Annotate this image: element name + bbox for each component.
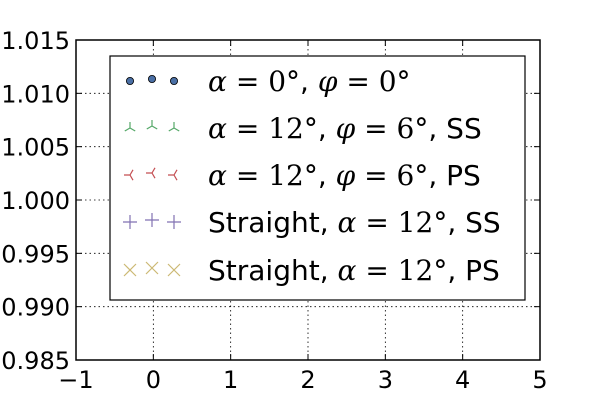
marker-plus <box>167 215 181 229</box>
legend-label: Straight, α = 12°, PS <box>208 254 500 287</box>
x-tick-label: 1 <box>223 366 238 394</box>
legend-entry: α = 0°, φ = 0° <box>126 65 411 98</box>
y-tick-label: 0.985 <box>1 347 70 375</box>
legend: α = 0°, φ = 0° α = 12°, φ = 6°, SS α = 12°… <box>109 55 526 301</box>
y-tick-label: 1.005 <box>1 134 70 162</box>
y-tick-label: 1.015 <box>1 27 70 55</box>
marker-circle <box>126 77 135 86</box>
x-tick-labels: −1 0 1 2 3 4 5 <box>58 366 547 394</box>
x-tick-label: 5 <box>532 366 547 394</box>
marker-tri-right <box>168 169 178 181</box>
x-tick-label: 3 <box>378 366 393 394</box>
x-tick-label: 0 <box>146 366 161 394</box>
legend-box <box>109 55 526 301</box>
y-tick-label: 1.010 <box>1 80 70 108</box>
marker-tri-right <box>124 169 134 181</box>
marker-tri-down <box>168 122 180 132</box>
marker-plus <box>145 213 159 227</box>
legend-entry: Straight, α = 12°, SS <box>123 206 501 239</box>
marker-circle <box>169 77 178 86</box>
legend-entry: Straight, α = 12°, PS <box>123 254 500 287</box>
legend-label: α = 0°, φ = 0° <box>208 65 411 98</box>
plot-frame <box>75 39 541 361</box>
marker-tri-down <box>124 122 136 132</box>
legend-label: Straight, α = 12°, SS <box>208 206 501 239</box>
marker-tri-down <box>146 120 158 130</box>
marker-plus <box>123 215 137 229</box>
marker-x <box>123 263 137 277</box>
x-tick-label: −1 <box>58 366 93 394</box>
marker-x <box>145 261 159 275</box>
legend-entry: α = 12°, φ = 6°, PS <box>124 159 481 192</box>
x-tick-label: 4 <box>455 366 470 394</box>
legend-label: α = 12°, φ = 6°, SS <box>208 112 482 145</box>
y-tick-label: 1.000 <box>1 187 70 215</box>
marker-circle <box>147 75 156 84</box>
y-tick-label: 0.995 <box>1 240 70 268</box>
x-tick-label: 2 <box>300 366 315 394</box>
y-tick-label: 0.990 <box>1 294 70 322</box>
marker-tri-right <box>146 167 156 179</box>
legend-entry: α = 12°, φ = 6°, SS <box>124 112 482 145</box>
y-tick-labels: 0.985 0.990 0.995 1.000 1.005 1.010 1.015 <box>1 27 70 375</box>
marker-x <box>167 263 181 277</box>
legend-label: α = 12°, φ = 6°, PS <box>208 159 481 192</box>
